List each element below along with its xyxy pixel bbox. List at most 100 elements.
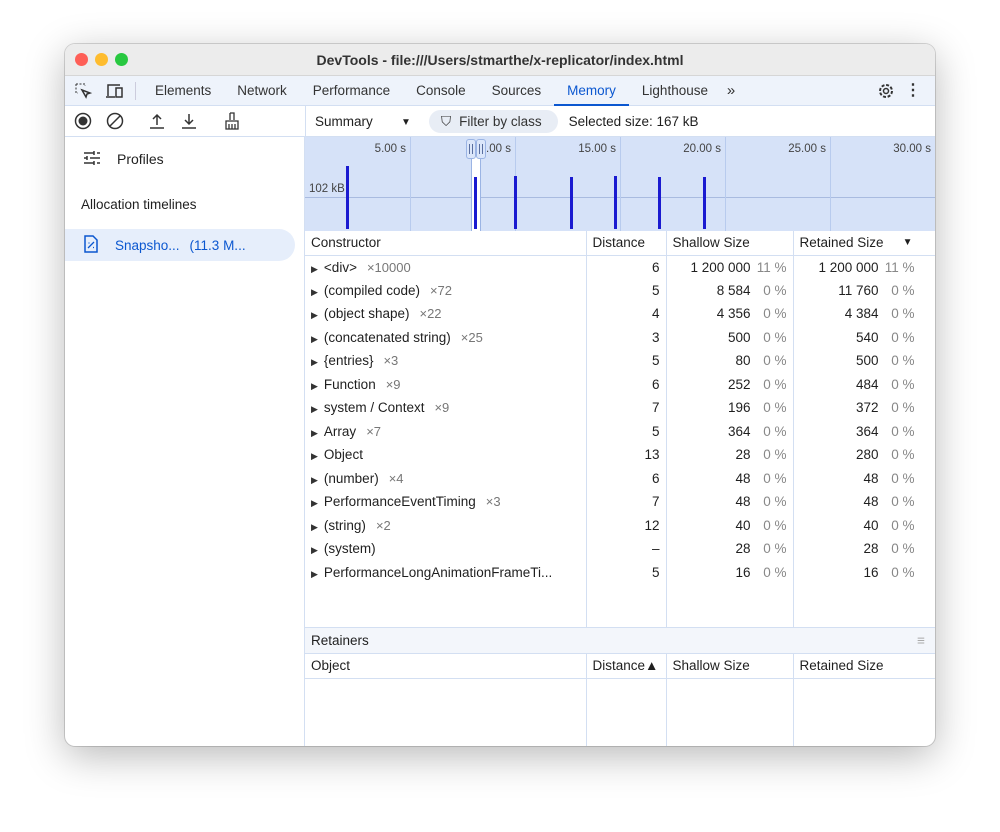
snapshot-view: 102 kB 5.00 s .00 s 15.00 s 20.00 s 25.00 s… [305,137,935,746]
constructor-cell: ▶ (compiled code) ×72 [305,278,587,302]
constructor-cell: ▶ (system) [305,537,587,561]
expand-triangle-icon[interactable]: ▶ [311,427,318,438]
table-row[interactable]: ▶ {entries} ×3 5 80 0 % 500 0 % [305,349,935,373]
inspect-element-icon[interactable] [65,82,101,100]
retained-size-cell: 16 0 % [793,560,935,584]
retained-percent: 0 % [891,282,915,298]
col-distance[interactable]: Distance [586,231,667,256]
clear-icon[interactable] [106,112,124,130]
constructor-cell: ▶ system / Context ×9 [305,396,587,420]
ret-col-retained-size[interactable]: Retained Size [793,654,935,679]
close-button[interactable] [75,53,88,66]
table-row[interactable]: ▶ (system) – 28 0 % 28 0 % [305,537,935,561]
minimize-button[interactable] [95,53,108,66]
table-row[interactable]: ▶ PerformanceLongAnimationFrameTi... 5 16… [305,560,935,584]
collect-garbage-icon[interactable] [224,112,240,130]
zoom-button[interactable] [115,53,128,66]
expand-triangle-icon[interactable]: ▶ [311,310,318,321]
allocation-timeline[interactable]: 102 kB 5.00 s .00 s 15.00 s 20.00 s 25.00 s… [305,137,935,231]
col-retained-size[interactable]: Retained Size ▼ [793,231,935,256]
table-row[interactable]: ▶ (compiled code) ×72 5 8 584 0 % 11 760 0 % [305,278,935,302]
distance-cell: 3 [586,325,667,349]
retained-size-cell: 48 0 % [793,466,935,490]
allocation-spike [613,176,617,229]
retained-size-cell: 484 0 % [793,372,935,396]
retained-size: 16 [863,564,879,580]
ret-col-shallow-size[interactable]: Shallow Size [666,654,794,679]
settings-gear-icon[interactable] [877,82,895,100]
tab-network[interactable]: Network [237,82,287,98]
retained-percent: 0 % [891,517,915,533]
selection-handle-left[interactable] [465,139,476,159]
snapshot-item[interactable]: Snapsho... (11.3 M... [65,229,295,261]
table-row[interactable]: ▶ Function ×9 6 252 0 % 484 0 % [305,372,935,396]
expand-triangle-icon[interactable]: ▶ [311,545,318,556]
upload-icon[interactable] [149,112,165,130]
col-constructor[interactable]: Constructor [305,231,587,256]
shallow-percent: 0 % [763,423,787,439]
tab-performance[interactable]: Performance [312,82,391,98]
table-row[interactable]: ▶ system / Context ×9 7 196 0 % 372 0 % [305,396,935,420]
shallow-percent: 0 % [763,353,787,369]
ret-col-distance[interactable]: Distance▲ [586,654,667,679]
retained-size-cell: 4 384 0 % [793,302,935,326]
expand-triangle-icon[interactable]: ▶ [311,451,318,462]
table-row[interactable]: ▶ (concatenated string) ×25 3 500 0 % 540 0 … [305,325,935,349]
selection-handle-right[interactable] [476,139,487,159]
expand-triangle-icon[interactable]: ▶ [311,568,318,579]
constructor-name: Object [323,447,363,463]
table-row[interactable]: ▶ <div> ×10000 6 1 200 000 11 % 1 200 000 11… [305,255,935,279]
tab-console[interactable]: Console [416,82,466,98]
table-row[interactable]: ▶ PerformanceEventTiming ×3 7 48 0 % 48 0 % [305,490,935,514]
expand-triangle-icon[interactable]: ▶ [311,357,318,368]
distance-cell: 7 [586,490,667,514]
constructor-name: (compiled code) [323,282,420,298]
table-row[interactable]: ▶ Array ×7 5 364 0 % 364 0 % [305,419,935,443]
filter-by-class-input[interactable]: ⛉ Filter by class [429,110,558,133]
shallow-percent: 0 % [763,541,787,557]
tab-lighthouse[interactable]: Lighthouse [641,82,708,98]
sort-desc-icon: ▼ [902,237,913,248]
col-shallow-size[interactable]: Shallow Size [666,231,794,256]
expand-triangle-icon[interactable]: ▶ [311,333,318,344]
shallow-percent: 0 % [763,376,787,392]
expand-triangle-icon[interactable]: ▶ [311,521,318,532]
time-tick-label: 30.00 s [893,143,931,155]
constructor-cell: ▶ Object [305,443,587,467]
table-row[interactable]: ▶ (number) ×4 6 48 0 % 48 0 % [305,466,935,490]
shallow-percent: 0 % [763,470,787,486]
download-icon[interactable] [181,112,197,130]
constructor-cell: ▶ Array ×7 [305,419,587,443]
retained-size: 540 [855,329,879,345]
more-tabs-icon[interactable]: » [726,82,736,99]
allocation-spike [345,166,349,229]
tab-elements[interactable]: Elements [155,82,212,98]
table-row[interactable]: ▶ (string) ×2 12 40 0 % 40 0 % [305,513,935,537]
table-row[interactable]: ▶ (object shape) ×22 4 4 356 0 % 4 384 0 % [305,302,935,326]
retained-size-cell: 372 0 % [793,396,935,420]
tab-memory[interactable]: Memory [554,76,629,106]
expand-triangle-icon[interactable]: ▶ [311,474,318,485]
drag-handle-icon[interactable]: ≡ [917,633,925,648]
retained-percent: 0 % [891,400,915,416]
chevron-down-icon: ▼ [401,117,411,128]
expand-triangle-icon[interactable]: ▶ [311,404,318,415]
retained-size-cell: 40 0 % [793,513,935,537]
shallow-size-cell: 48 0 % [666,466,794,490]
tab-sources[interactable]: Sources [491,82,542,98]
expand-triangle-icon[interactable]: ▶ [311,380,318,391]
profiles-label: Profiles [117,151,164,167]
expand-triangle-icon[interactable]: ▶ [311,498,318,509]
expand-triangle-icon[interactable]: ▶ [311,286,318,297]
shallow-size-cell: 80 0 % [666,349,794,373]
record-icon[interactable] [74,112,92,130]
device-toolbar-icon[interactable] [101,82,129,100]
more-options-icon[interactable]: ⋮ [905,82,921,99]
view-select[interactable]: Summary ▼ [315,114,415,129]
retained-percent: 0 % [891,353,915,369]
instance-count: ×9 [434,400,450,416]
shallow-size: 48 [735,470,751,486]
table-row[interactable]: ▶ Object 13 28 0 % 280 0 % [305,443,935,467]
expand-triangle-icon[interactable]: ▶ [311,263,318,274]
ret-col-object[interactable]: Object [305,654,587,679]
